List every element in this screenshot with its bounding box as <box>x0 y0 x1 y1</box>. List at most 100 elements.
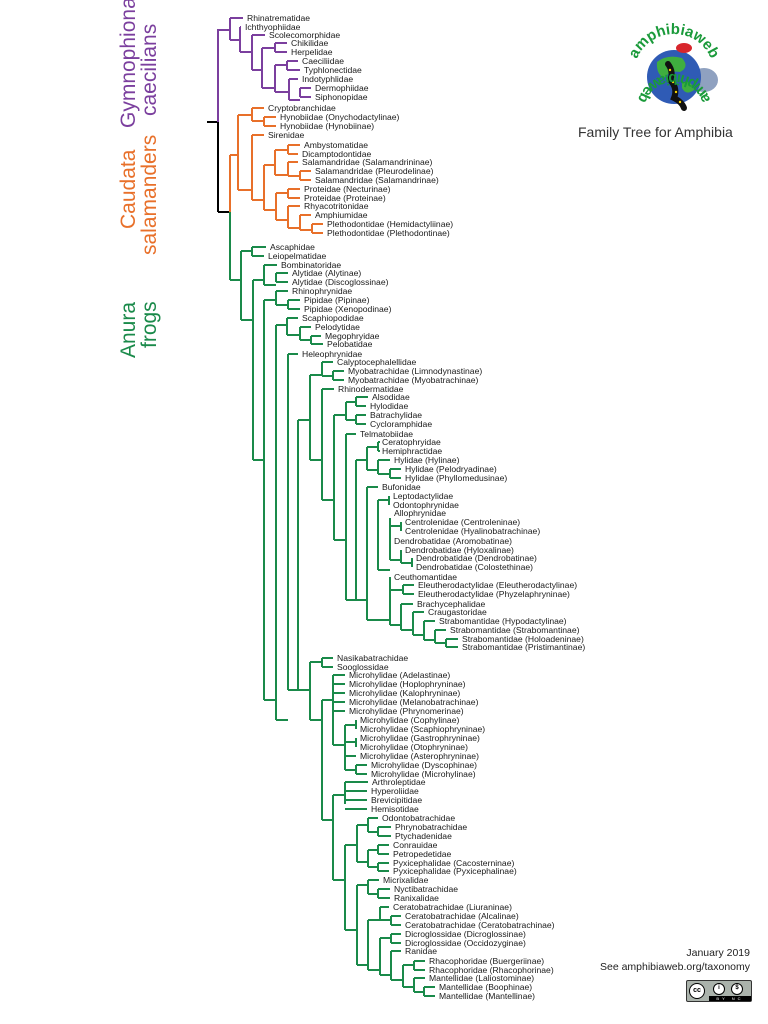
order-label-gymnophiona: Gymnophiona caecilians <box>117 0 161 128</box>
taxon-label: Heleophrynidae <box>302 349 362 359</box>
taxon-label: Craugastoridae <box>428 607 487 617</box>
taxon-label: Scaphiopodidae <box>302 313 364 323</box>
taxon-label: Mantellidae (Laliostominae) <box>429 973 534 983</box>
taxon-label: Dicroglossidae (Dicroglossinae) <box>405 929 526 939</box>
taxon-label: Dendrobatidae (Aromobatinae) <box>394 536 512 546</box>
taxon-label: Plethodontidae (Hemidactyliinae) <box>327 219 453 229</box>
taxon-label: Hynobiidae (Onychodactylinae) <box>280 112 400 122</box>
taxon-label: Strabomantidae (Holoadeninae) <box>462 634 584 644</box>
taxon-label: Dicroglossidae (Occidozyginae) <box>405 938 526 948</box>
noncommercial-icon: $ <box>731 983 743 995</box>
order-name: Anura <box>117 301 140 358</box>
taxon-label: Strabomantidae (Strabomantinae) <box>450 625 580 635</box>
taxon-label: Batrachylidae <box>370 410 422 420</box>
taxon-label: Plethodontidae (Plethodontinae) <box>327 228 450 238</box>
taxon-label: Odontobatrachidae <box>382 813 455 823</box>
taxon-label: Ceratophryidae <box>382 437 441 447</box>
taxon-label: Ranidae <box>405 946 437 956</box>
taxon-label: Typhlonectidae <box>304 65 362 75</box>
taxon-label: Ranixalidae <box>394 893 439 903</box>
taxon-label: Microhylidae (Melanobatrachinae) <box>349 697 479 707</box>
taxon-label: Ceratobatrachidae (Liuraninae) <box>393 902 512 912</box>
taxon-label: Megophryidae <box>325 331 380 341</box>
taxon-label: Odontophrynidae <box>393 500 459 510</box>
taxonomy-link[interactable]: See amphibiaweb.org/taxonomy <box>599 961 750 973</box>
taxon-label: Pelodytidae <box>315 322 360 332</box>
taxon-label: Myobatrachidae (Myobatrachinae) <box>348 375 479 385</box>
order-label-anura: Anura frogs <box>117 301 161 358</box>
taxon-label: Pipidae (Pipinae) <box>304 295 370 305</box>
taxon-label: Alytidae (Discoglossinae) <box>292 277 389 287</box>
taxon-label: Rhacophoridae (Rhacophorinae) <box>429 965 554 975</box>
taxon-label: Strabomantidae (Pristimantinae) <box>462 642 585 652</box>
taxon-label: Cycloramphidae <box>370 419 432 429</box>
taxon-label: Hylidae (Pelodryadinae) <box>405 464 497 474</box>
taxon-label: Arthroleptidae <box>372 777 426 787</box>
taxon-label: Proteidae (Necturinae) <box>304 184 391 194</box>
taxon-label: Calyptocephalellidae <box>337 357 417 367</box>
date-label: January 2019 <box>686 947 750 959</box>
taxon-label: Alytidae (Alytinae) <box>292 268 361 278</box>
taxon-label: Nasikabatrachidae <box>337 653 408 663</box>
tip-labels: RhinatrematidaeIchthyophiidaeScolecomorp… <box>245 13 585 1001</box>
taxon-label: Hyperoliidae <box>371 786 419 796</box>
taxon-label: Microhylidae (Cophylinae) <box>360 715 459 725</box>
taxon-label: Microhylidae (Gastrophryninae) <box>360 733 480 743</box>
taxon-label: Hylidae (Phyllomedusinae) <box>405 473 507 483</box>
order-name: Caudata <box>117 149 140 229</box>
taxon-label: Hylidae (Hylinae) <box>394 455 460 465</box>
attribution-icon: i <box>713 983 725 995</box>
taxon-label: Pyxicephalidae (Pyxicephalinae) <box>393 866 517 876</box>
taxon-label: Bombinatoridae <box>281 260 341 270</box>
taxon-label: Brachycephalidae <box>417 599 486 609</box>
taxon-label: Conrauidae <box>393 840 438 850</box>
taxon-label: Strabomantidae (Hypodactylinae) <box>439 616 567 626</box>
taxon-label: Chikilidae <box>291 38 328 48</box>
taxon-label: Nyctibatrachidae <box>394 884 458 894</box>
taxon-label: Leiopelmatidae <box>268 251 327 261</box>
cc-icon: cc <box>689 983 705 999</box>
taxon-label: Micrixalidae <box>383 875 429 885</box>
caudata-branches <box>229 107 323 234</box>
root-branch <box>207 121 230 213</box>
taxon-label: Dendrobatidae (Dendrobatinae) <box>416 553 537 563</box>
taxon-label: Rhinatrematidae <box>247 13 310 23</box>
taxon-label: Rhinophrynidae <box>292 286 352 296</box>
taxon-label: Pyxicephalidae (Cacosterninae) <box>393 858 514 868</box>
taxon-label: Eleutherodactylidae (Phyzelaphryninae) <box>418 589 570 599</box>
taxon-label: Microhylidae (Asterophryninae) <box>360 751 479 761</box>
taxon-label: Alsodidae <box>372 392 410 402</box>
taxon-label: Hylodidae <box>370 401 408 411</box>
taxon-label: Ambystomatidae <box>304 140 368 150</box>
taxon-label: Ascaphidae <box>270 242 315 252</box>
taxon-label: Telmatobiidae <box>360 429 413 439</box>
taxon-label: Microhylidae (Scaphiophryninae) <box>360 724 485 734</box>
taxon-label: Centrolenidae (Hyalinobatrachinae) <box>405 526 540 536</box>
order-label-caudata: Caudata salamanders <box>117 135 161 255</box>
taxon-label: Dendrobatidae (Hyloxalinae) <box>405 545 514 555</box>
taxon-label: Amphiumidae <box>315 210 368 220</box>
taxon-label: Allophrynidae <box>394 508 446 518</box>
taxon-label: Bufonidae <box>382 482 421 492</box>
globe-salamander-frog-logo-icon: amphibiaweb amphibiaweb <box>625 21 723 111</box>
taxon-label: Hemiphractidae <box>382 446 442 456</box>
taxon-label: Mantellidae (Mantellinae) <box>439 991 535 1001</box>
anura-branches <box>229 212 458 997</box>
taxon-label: Salamandridae (Pleurodelinae) <box>315 166 434 176</box>
taxon-label: Salamandridae (Salamandrinae) <box>315 175 439 185</box>
taxon-label: Dicamptodontidae <box>302 149 371 159</box>
taxon-label: Rhacophoridae (Buergeriinae) <box>429 956 544 966</box>
license-strip: BY NC <box>709 996 751 1001</box>
taxon-label: Rhinodermatidae <box>338 384 404 394</box>
taxon-label: Sooglossidae <box>337 662 389 672</box>
taxon-label: Indotyphlidae <box>302 74 353 84</box>
taxon-label: Ceratobatrachidae (Alcalinae) <box>405 911 519 921</box>
taxon-label: Rhyacotritonidae <box>304 201 369 211</box>
taxon-label: Mantellidae (Boophinae) <box>439 982 532 992</box>
taxon-label: Petropedetidae <box>393 849 452 859</box>
taxon-label: Hemisotidae <box>371 804 419 814</box>
taxon-label: Brevicipitidae <box>371 795 422 805</box>
order-name: Gymnophiona <box>117 0 140 128</box>
creative-commons-by-nc-icon[interactable]: cc i $ BY NC <box>686 980 752 1002</box>
taxon-label: Phrynobatrachidae <box>395 822 467 832</box>
